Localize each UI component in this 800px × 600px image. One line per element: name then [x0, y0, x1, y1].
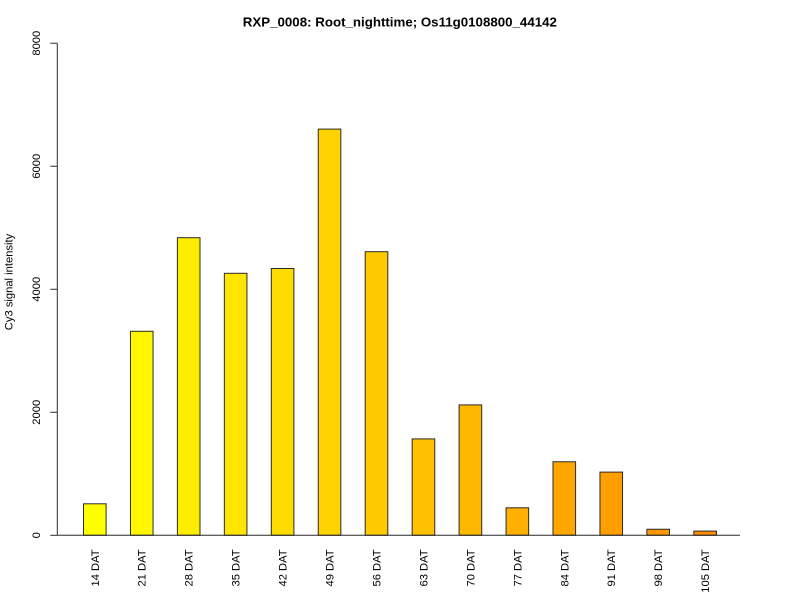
svg-text:91 DAT: 91 DAT [606, 549, 618, 586]
svg-text:35 DAT: 35 DAT [231, 549, 243, 586]
svg-text:6000: 6000 [31, 154, 43, 179]
svg-text:56 DAT: 56 DAT [372, 549, 384, 586]
svg-text:8000: 8000 [31, 31, 43, 56]
svg-text:Cy3 signal intensity: Cy3 signal intensity [4, 233, 16, 330]
svg-text:63 DAT: 63 DAT [418, 549, 430, 586]
svg-text:RXP_0008: Root_nighttime; Os11: RXP_0008: Root_nighttime; Os11g0108800_4… [243, 14, 557, 29]
svg-text:84 DAT: 84 DAT [559, 549, 571, 586]
svg-text:21 DAT: 21 DAT [137, 549, 149, 586]
svg-text:105 DAT: 105 DAT [700, 549, 712, 592]
svg-text:4000: 4000 [31, 277, 43, 302]
svg-text:70 DAT: 70 DAT [465, 549, 477, 586]
svg-text:49 DAT: 49 DAT [325, 549, 337, 586]
svg-text:14 DAT: 14 DAT [90, 549, 102, 586]
svg-text:28 DAT: 28 DAT [184, 549, 196, 586]
svg-text:2000: 2000 [31, 400, 43, 425]
svg-text:0: 0 [31, 532, 43, 538]
svg-text:98 DAT: 98 DAT [653, 549, 665, 586]
svg-text:42 DAT: 42 DAT [278, 549, 290, 586]
svg-text:77 DAT: 77 DAT [512, 549, 524, 586]
